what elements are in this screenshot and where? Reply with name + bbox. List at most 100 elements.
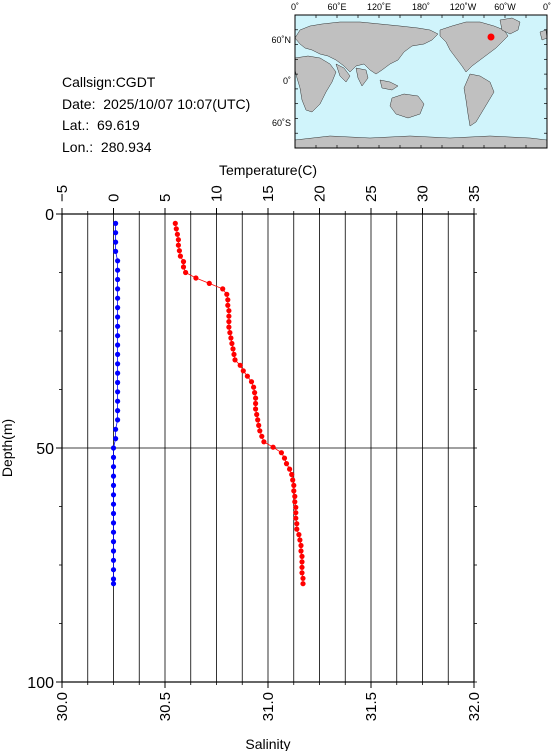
temperature-data-point: [225, 297, 231, 303]
temperature-data-point: [254, 411, 260, 418]
map-land: [295, 17, 547, 148]
temperature-data-point: [183, 269, 189, 276]
salinity-data-point: [115, 323, 121, 329]
temperature-data-point: [300, 575, 306, 581]
depth-tick-label: 0: [45, 207, 54, 224]
salinity-data-point: [113, 230, 119, 236]
temperature-tick-label: 10: [209, 185, 226, 202]
salinity-data-point: [115, 342, 121, 348]
map-latitude-label: 60˚N: [271, 35, 291, 45]
map-longitude-label: 180˚: [412, 2, 430, 12]
salinity-data-point: [110, 567, 117, 573]
temperature-data-point: [253, 395, 259, 401]
salinity-data-point: [110, 445, 117, 451]
temperature-data-point: [231, 351, 237, 357]
salinity-tick-label: 32.0: [466, 692, 483, 721]
temperature-data-point: [293, 515, 299, 521]
salinity-data-point: [110, 581, 117, 587]
salinity-data-point: [115, 286, 121, 292]
salinity-data-point: [115, 276, 121, 283]
salinity-data-point: [113, 220, 119, 226]
temperature-data-point: [248, 379, 255, 385]
salinity-data-point: [115, 305, 121, 311]
temperature-data-point: [180, 264, 187, 270]
temperature-data-point: [257, 428, 263, 434]
temperature-data-point: [261, 439, 267, 445]
station-marker: [487, 33, 495, 41]
temperature-data-point: [292, 499, 298, 505]
salinity-data-point: [110, 529, 117, 535]
temperature-data-point: [227, 330, 233, 336]
salinity-data-point: [113, 426, 119, 432]
temperature-data-point: [283, 461, 290, 467]
depth-tick-label: 100: [27, 675, 54, 692]
salinity-data-point: [113, 239, 119, 245]
temperature-data-point: [296, 532, 302, 538]
salinity-profile-line: [113, 223, 118, 584]
salinity-data-point: [115, 295, 121, 301]
callsign-text: Callsign:CGDT: [62, 74, 156, 90]
temperature-tick-label: 5: [157, 194, 174, 202]
temperature-data-point: [226, 324, 232, 330]
temperature-tick-label: 35: [466, 185, 483, 202]
temperature-data-point: [226, 313, 232, 319]
temperature-axis-label: Temperature(C): [219, 162, 317, 178]
temperature-data-point: [220, 286, 226, 292]
temperature-tick-label: −5: [54, 185, 71, 202]
temperature-data-point: [299, 570, 305, 576]
temperature-data-point: [230, 346, 236, 352]
salinity-data-point: [113, 436, 119, 442]
map-latitude-label: 60˚S: [272, 118, 291, 128]
temperature-data-point: [193, 275, 199, 281]
temperature-data-point: [225, 302, 231, 308]
salinity-tick-label: 30.0: [54, 692, 71, 721]
map-longitude-label: 0˚: [291, 2, 299, 12]
salinity-data-point: [115, 389, 121, 395]
salinity-data-point: [110, 557, 117, 563]
temperature-data-point: [226, 308, 232, 314]
temperature-data-point: [300, 581, 306, 587]
salinity-data-point: [110, 539, 117, 545]
temperature-data-point: [290, 477, 296, 483]
temperature-data-point: [297, 537, 303, 543]
temperature-data-point: [206, 280, 212, 286]
salinity-data-point: [110, 548, 117, 554]
temperature-data-point: [244, 373, 250, 379]
salinity-data-point: [115, 417, 121, 423]
salinity-data-point: [110, 576, 117, 582]
salinity-tick-label: 30.5: [157, 692, 174, 721]
temperature-data-point: [299, 553, 305, 560]
temperature-data-point: [294, 526, 300, 532]
salinity-data-point: [115, 258, 121, 264]
depth-axis-label: Depth(m): [0, 419, 15, 477]
temperature-data-point: [256, 422, 262, 428]
salinity-data-point: [115, 267, 121, 273]
temperature-data-point: [281, 455, 288, 461]
salinity-data-point: [113, 248, 119, 254]
salinity-data-point: [110, 520, 117, 526]
salinity-data-point: [115, 370, 121, 376]
map-latitude-label: 0˚: [283, 76, 291, 86]
temperature-data-point: [291, 488, 297, 494]
depth-tick-label: 50: [36, 441, 54, 458]
temperature-tick-label: 20: [312, 185, 329, 202]
temperature-data-point: [237, 362, 243, 368]
salinity-data-point: [110, 510, 117, 517]
temperature-data-point: [175, 242, 181, 248]
temperature-data-point: [294, 521, 300, 527]
temperature-data-point: [229, 340, 235, 347]
salinity-data-point: [115, 361, 121, 367]
salinity-data-point: [110, 492, 117, 498]
salinity-data-point: [115, 408, 121, 414]
temperature-data-point: [278, 450, 284, 456]
temperature-data-point: [299, 559, 305, 565]
temperature-data-point: [298, 548, 304, 554]
temperature-data-point: [175, 237, 181, 243]
temperature-data-point: [172, 220, 178, 226]
salinity-data-point: [110, 454, 117, 460]
temperature-data-point: [293, 504, 299, 510]
temperature-data-point: [289, 471, 295, 478]
temperature-data-point: [292, 493, 298, 499]
longitude-text: Lon.: 280.934: [62, 138, 152, 155]
